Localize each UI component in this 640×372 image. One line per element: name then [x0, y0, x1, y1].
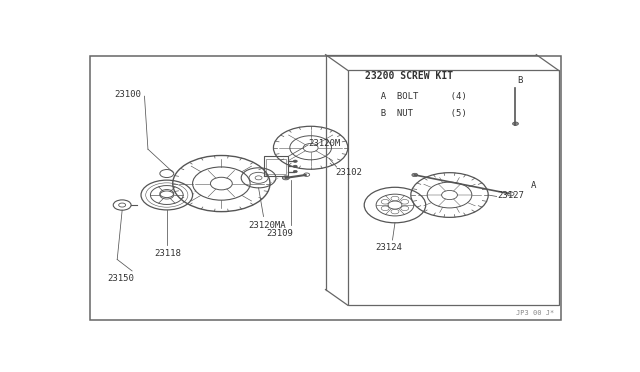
- Bar: [266, 158, 286, 174]
- Text: 23120M: 23120M: [308, 139, 340, 148]
- Text: 23102: 23102: [335, 168, 362, 177]
- Text: B  NUT       (5): B NUT (5): [370, 109, 467, 118]
- Text: 23118: 23118: [154, 250, 181, 259]
- Circle shape: [513, 122, 518, 125]
- Bar: [348, 70, 559, 305]
- Circle shape: [293, 165, 297, 167]
- Circle shape: [282, 176, 289, 180]
- Bar: [264, 156, 288, 176]
- Text: 23120MA: 23120MA: [248, 221, 286, 230]
- Text: JP3 00 J*: JP3 00 J*: [516, 310, 555, 316]
- Circle shape: [412, 173, 418, 177]
- Text: 23200 SCREW KIT: 23200 SCREW KIT: [365, 71, 453, 81]
- Text: 23150: 23150: [108, 274, 134, 283]
- Circle shape: [293, 170, 297, 173]
- Circle shape: [293, 160, 297, 162]
- Text: A  BOLT      (4): A BOLT (4): [370, 92, 467, 101]
- Text: 23127: 23127: [498, 191, 525, 200]
- Text: B: B: [518, 76, 523, 85]
- Text: A: A: [531, 182, 536, 190]
- Text: 23109: 23109: [266, 230, 293, 238]
- Text: 23124: 23124: [375, 243, 402, 252]
- Text: 23100: 23100: [115, 90, 141, 99]
